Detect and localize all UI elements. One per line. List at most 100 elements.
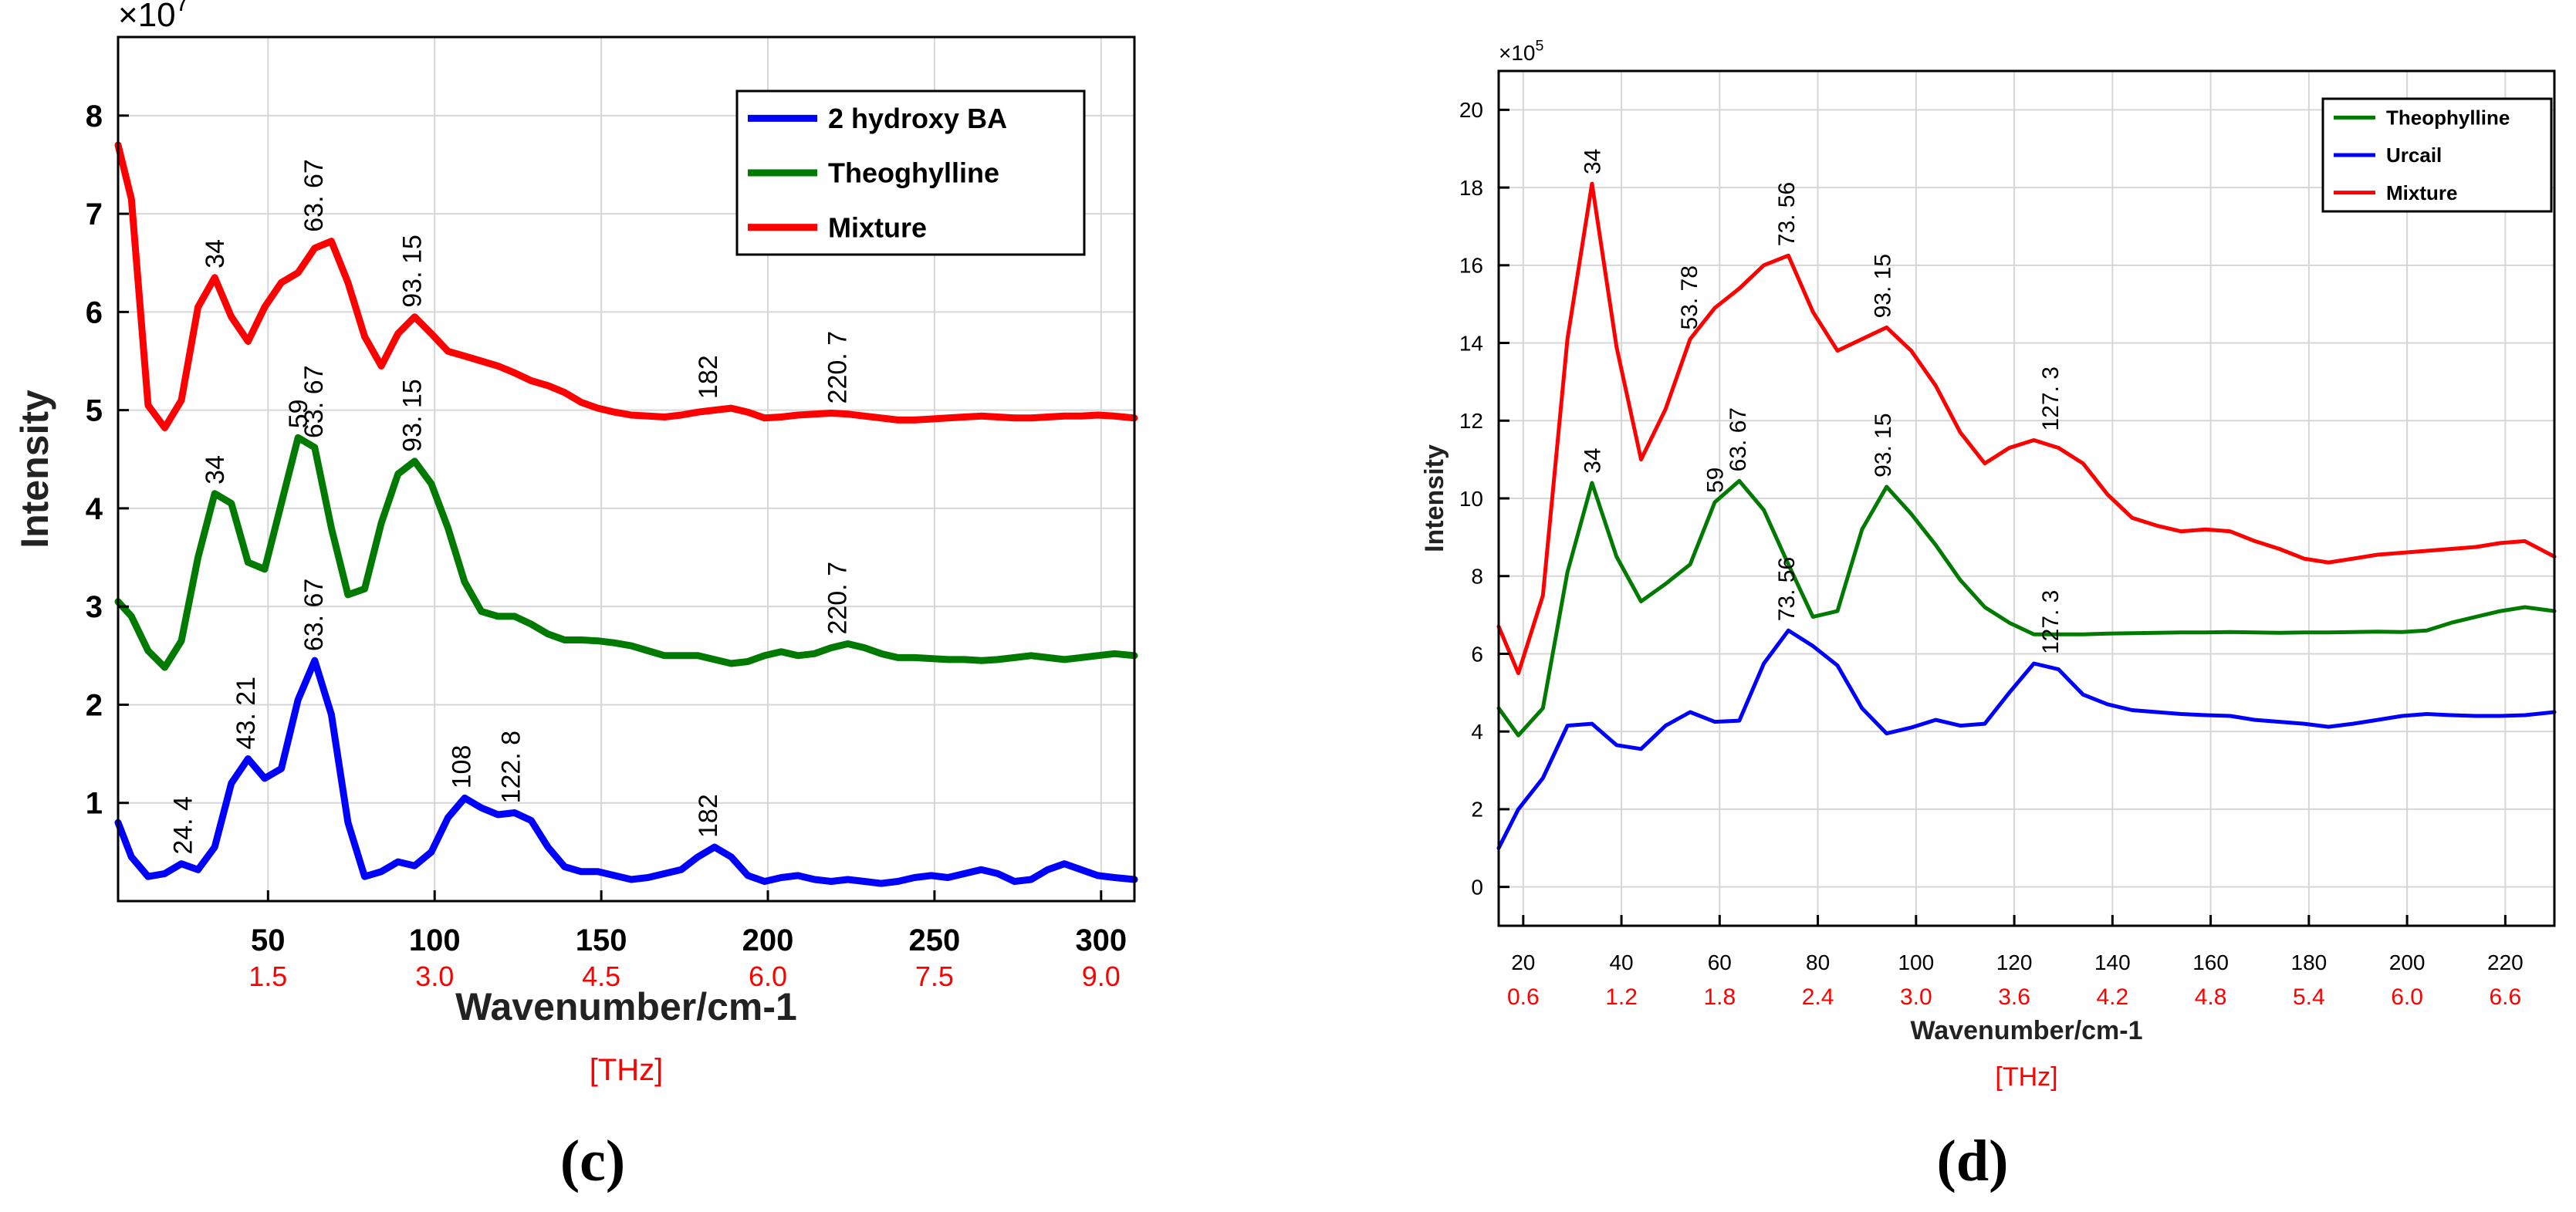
x-tick-label: 80 [1806, 950, 1830, 974]
peak-annotation: 59 [284, 399, 313, 428]
legend-entry: Theophylline [2386, 106, 2510, 129]
y-tick-label: 8 [86, 100, 103, 133]
series-line-mixture [1496, 181, 2557, 676]
y-tick-label: 18 [1459, 176, 1483, 200]
peak-annotation: 34 [1580, 447, 1605, 473]
thz-tick-label: 6.0 [2391, 984, 2423, 1010]
peak-annotation: 53. 78 [1677, 265, 1702, 329]
peak-annotation: 93. 15 [398, 235, 428, 308]
axes-frame [117, 35, 1136, 903]
y-axis-label: Intensity [1420, 444, 1449, 552]
x-tick-label: 160 [2192, 950, 2229, 974]
y-tick-label: 2 [1471, 798, 1483, 822]
peak-annotation: 63. 67 [299, 579, 329, 652]
thz-tick-label: 6.0 [749, 960, 787, 992]
thz-tick-label: 4.5 [582, 960, 620, 992]
thz-unit-label: [THz] [1995, 1062, 2057, 1092]
thz-tick-label: 1.2 [1605, 984, 1638, 1010]
legend-entry: Urcail [2386, 143, 2442, 167]
x-tick-label: 40 [1609, 950, 1633, 974]
peak-annotation: 220. 7 [823, 562, 852, 635]
legend-entry: Mixture [2386, 181, 2457, 204]
y-tick-label: 4 [1471, 720, 1483, 744]
y-tick-label: 2 [86, 688, 103, 722]
x-tick-label: 250 [909, 923, 961, 957]
peak-annotation: 73. 56 [1774, 182, 1800, 246]
x-tick-label: 200 [2389, 950, 2426, 974]
x-axis-label: Wavenumber/cm-1 [455, 985, 797, 1028]
peak-annotation: 34 [1580, 149, 1605, 174]
peak-annotation: 182 [694, 794, 723, 838]
y-tick-label: 5 [86, 394, 103, 428]
thz-tick-label: 3.6 [1998, 984, 2030, 1010]
peak-annotation: 93. 15 [398, 379, 428, 452]
y-tick-label: 8 [1471, 565, 1483, 589]
y-exponent-label: ×105 [1499, 37, 1544, 65]
x-tick-label: 140 [2094, 950, 2131, 974]
peak-annotation: 93. 15 [1871, 413, 1896, 477]
peak-annotation: 108 [448, 745, 477, 789]
peak-annotation: 220. 7 [823, 331, 852, 404]
y-tick-label: 14 [1459, 331, 1483, 355]
x-tick-label: 300 [1075, 923, 1127, 957]
x-tick-label: 120 [1996, 950, 2033, 974]
y-tick-label: 0 [1471, 875, 1483, 899]
y-exponent-label: ×107 [118, 0, 189, 34]
y-tick-label: 12 [1459, 409, 1483, 433]
thz-tick-label: 5.4 [2293, 984, 2325, 1010]
x-tick-label: 50 [251, 923, 286, 957]
thz-tick-label: 3.0 [1900, 984, 1932, 1010]
x-tick-label: 200 [742, 923, 794, 957]
y-exponent-power: 5 [1536, 37, 1544, 54]
x-tick-label: 100 [1898, 950, 1934, 974]
peak-annotation: 63. 67 [299, 159, 329, 232]
legend-entry: 2 hydroxy BA [828, 103, 1007, 134]
peak-annotation: 93. 15 [1871, 254, 1896, 318]
thz-tick-label: 9.0 [1082, 960, 1121, 992]
legend: Theophylline Urcail Mixture [2321, 97, 2553, 213]
peak-annotation: 182 [694, 355, 723, 399]
legend-entry: Mixture [828, 211, 927, 243]
y-tick-label: 20 [1459, 98, 1483, 122]
x-tick-label: 150 [576, 923, 627, 957]
thz-tick-label: 3.0 [415, 960, 454, 992]
series-line-mixture [114, 141, 1138, 431]
peak-annotation: 127. 3 [2038, 590, 2064, 654]
y-tick-label: 3 [86, 590, 103, 624]
thz-tick-label: 4.8 [2195, 984, 2227, 1010]
thz-tick-label: 1.8 [1703, 984, 1736, 1010]
y-tick-label: 16 [1459, 254, 1483, 278]
thz-tick-label: 1.5 [248, 960, 287, 992]
x-tick-label: 180 [2291, 950, 2328, 974]
peak-annotation: 34 [201, 455, 230, 484]
thz-unit-label: [THz] [590, 1053, 664, 1087]
x-tick-label: 100 [409, 923, 461, 957]
peak-annotation: 122. 8 [497, 731, 526, 804]
x-tick-label: 60 [1708, 950, 1732, 974]
y-exponent-base: ×10 [118, 0, 176, 34]
legend: 2 hydroxy BA Theoghylline Mixture [735, 89, 1086, 256]
y-tick-label: 4 [86, 492, 103, 526]
y-tick-label: 6 [86, 295, 103, 329]
peak-annotation: 34 [201, 239, 230, 268]
thz-tick-label: 2.4 [1802, 984, 1834, 1010]
peak-annotation: 59 [1702, 468, 1728, 493]
legend-entry: Theoghylline [828, 157, 999, 189]
peak-annotation: 63. 67 [1726, 407, 1751, 471]
thz-tick-label: 7.5 [915, 960, 954, 992]
y-exponent-base: ×10 [1499, 41, 1536, 65]
y-tick-label: 10 [1459, 487, 1483, 511]
thz-tick-label: 6.6 [2490, 984, 2522, 1010]
x-tick-label: 220 [2487, 950, 2524, 974]
thz-tick-label: 4.2 [2096, 984, 2128, 1010]
x-axis-label: Wavenumber/cm-1 [1910, 1016, 2142, 1045]
panel-c-label: (c) [560, 1129, 625, 1193]
series-line-theoghylline [114, 434, 1138, 671]
peak-annotation: 127. 3 [2038, 366, 2064, 430]
series-line-2-hydroxy-ba [114, 657, 1138, 887]
panel-d-label: (d) [1937, 1129, 2009, 1193]
thz-tick-label: 0.6 [1507, 984, 1540, 1010]
